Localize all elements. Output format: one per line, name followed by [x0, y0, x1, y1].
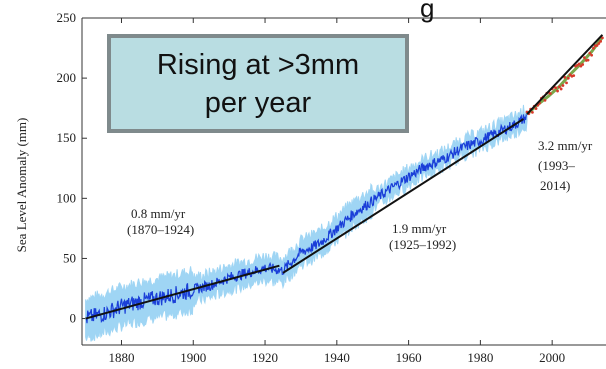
x-tick-label: 2000	[539, 350, 565, 365]
y-tick-label: 150	[57, 130, 77, 145]
trend-label-1870: 0.8 mm/yr	[131, 206, 186, 221]
satellite-point	[561, 84, 565, 87]
satellite-point	[543, 99, 547, 102]
chart-plot-area	[85, 34, 604, 342]
y-axis-label: Sea Level Anomaly (mm)	[14, 118, 29, 253]
x-tick-label: 1880	[108, 350, 134, 365]
satellite-point	[559, 87, 563, 91]
satellite-point	[577, 62, 581, 66]
satellite-point	[588, 51, 592, 55]
satellite-point	[586, 58, 590, 62]
y-tick-label: 100	[57, 190, 77, 205]
trend-label-1925: 1.9 mm/yr	[392, 221, 447, 236]
trend-period-1870: (1870–1924)	[127, 222, 194, 237]
y-tick-label: 250	[57, 10, 77, 25]
y-tick-label: 0	[70, 311, 77, 326]
callout-box: Rising at >3mm per year	[107, 34, 409, 133]
satellite-point	[566, 76, 570, 80]
satellite-point	[583, 56, 586, 60]
satellite-point	[565, 81, 568, 85]
satellite-point	[599, 39, 603, 43]
reconstruction-line	[85, 114, 527, 324]
callout-line-1: Rising at >3mm	[156, 48, 360, 81]
chart-annotations: Sea Level Anomaly (mm) 0.8 mm/yr (1870–1…	[14, 118, 593, 253]
trend-period-1925: (1925–1992)	[389, 237, 456, 252]
satellite-point	[554, 86, 558, 90]
satellite-point	[557, 85, 561, 89]
satellite-point	[579, 64, 583, 68]
satellite-point	[597, 42, 601, 45]
trend-line-2	[526, 34, 604, 115]
x-tick-label: 1960	[396, 350, 422, 365]
satellite-point	[531, 110, 534, 114]
chart-axes: 0 50 100 150 200 250 1880 1900 1920 1940 1960 1980 2…	[57, 10, 606, 365]
satellite-point	[590, 53, 594, 57]
trend-line-1	[282, 118, 524, 274]
satellite-point	[592, 46, 595, 50]
satellite-point	[572, 74, 576, 78]
title-fragment: g	[420, 0, 435, 23]
x-tick-label: 1940	[324, 350, 350, 365]
satellite-point	[595, 44, 599, 47]
x-tick-label: 1920	[252, 350, 278, 365]
satellite-point	[534, 107, 538, 111]
y-tick-label: 200	[57, 70, 77, 85]
y-tick-label: 50	[63, 250, 76, 265]
trend-line-0	[85, 264, 280, 320]
trend-period-1993-end: 2014)	[540, 178, 570, 193]
satellite-point	[601, 36, 604, 40]
callout-line-2: per year	[204, 86, 312, 119]
satellite-point	[548, 92, 552, 95]
trend-period-1993-start: (1993–	[538, 158, 575, 173]
x-tick-label: 1900	[180, 350, 206, 365]
trend-label-1993: 3.2 mm/yr	[538, 138, 593, 153]
satellite-point	[556, 89, 559, 93]
x-tick-label: 1980	[467, 350, 493, 365]
uncertainty-band	[85, 104, 528, 342]
satellite-point	[581, 63, 585, 66]
